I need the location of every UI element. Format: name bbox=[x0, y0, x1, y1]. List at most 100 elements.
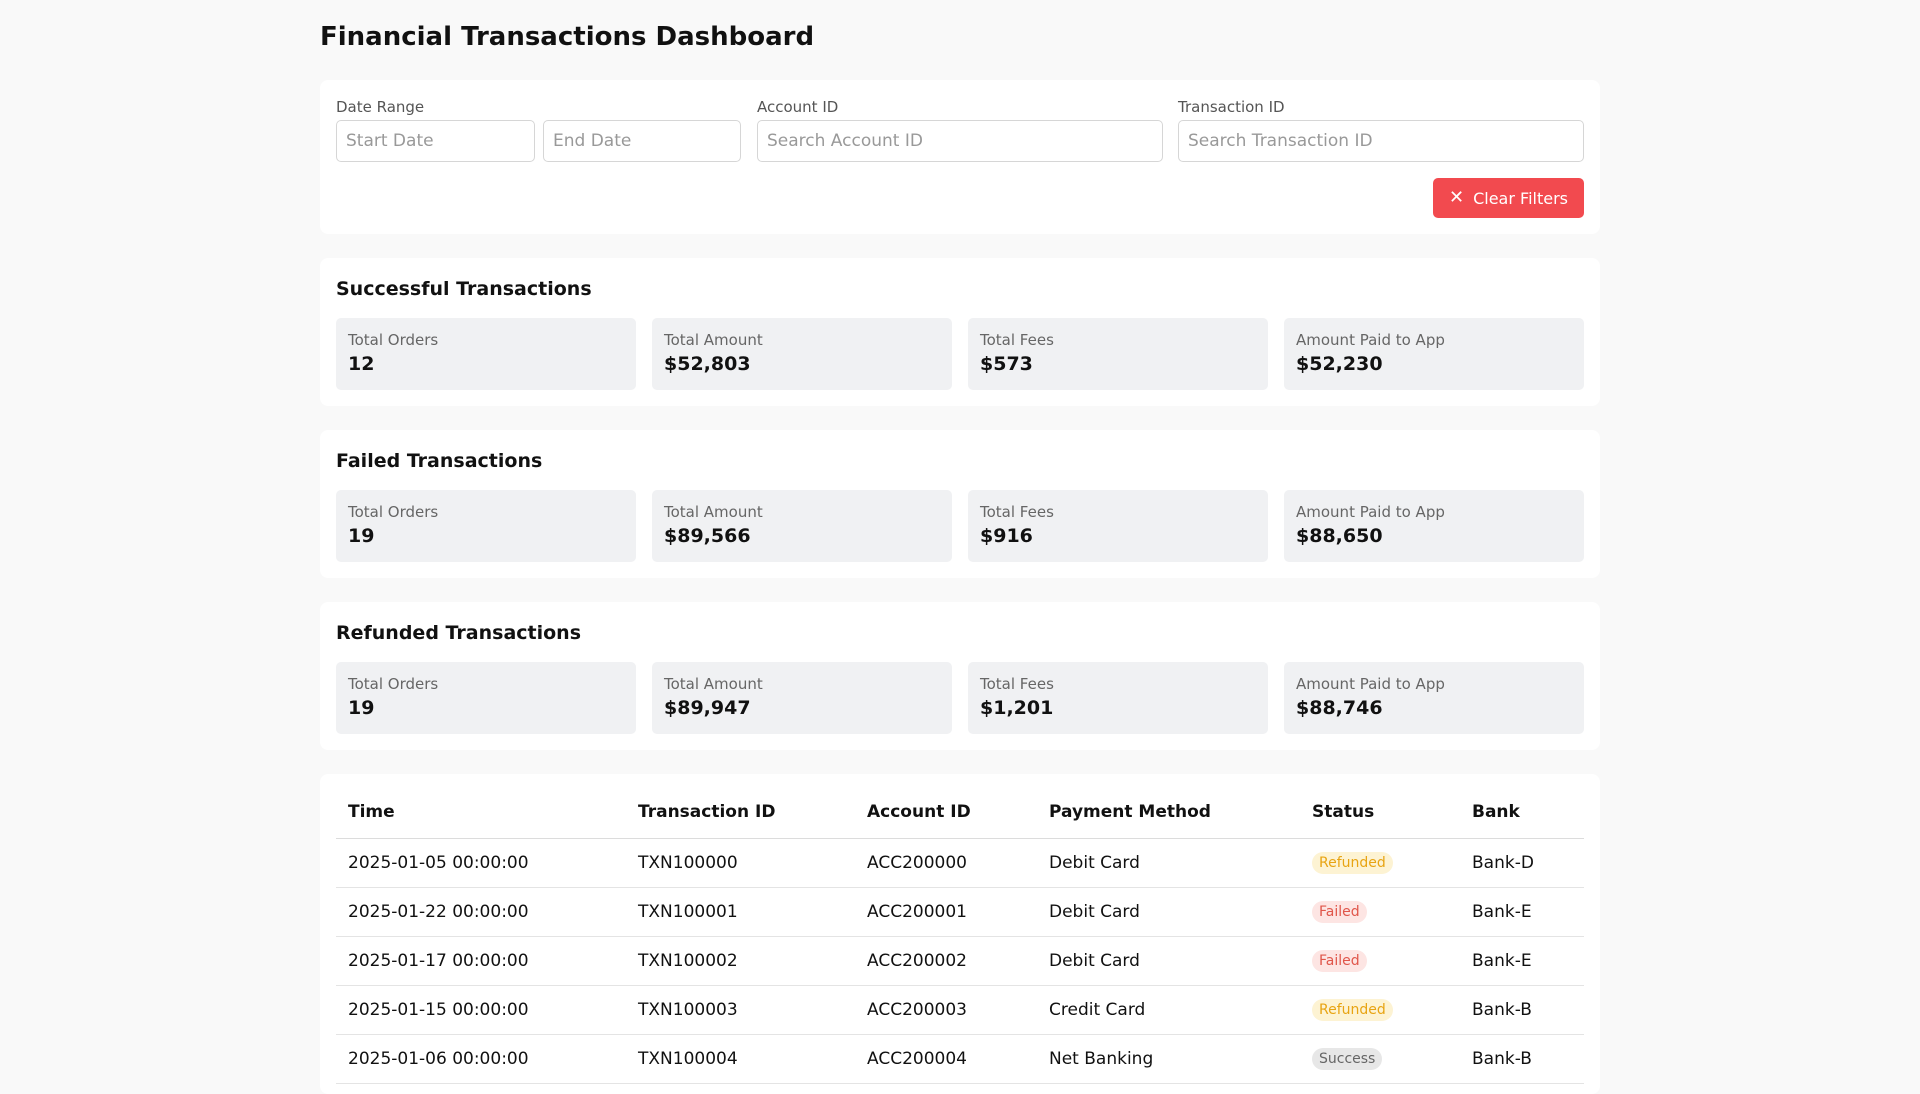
date-range-label: Date Range bbox=[336, 98, 425, 116]
transaction-id-label: Transaction ID bbox=[1178, 98, 1285, 116]
stat-label: Total Amount bbox=[664, 675, 763, 693]
table-cell: Bank-E bbox=[1460, 936, 1584, 986]
stat-label: Total Orders bbox=[348, 503, 439, 521]
stat-value: $573 bbox=[980, 353, 1033, 375]
stat-label: Amount Paid to App bbox=[1296, 503, 1445, 521]
table-cell: Net Banking bbox=[1037, 1034, 1300, 1084]
table-row[interactable]: 2025-01-05 00:00:00 TXN100000 ACC200000 Deb… bbox=[336, 838, 1584, 888]
table-cell: Failed bbox=[1300, 887, 1460, 937]
table-cell: Failed bbox=[1300, 936, 1460, 986]
stat-card: Amount Paid to App $88,650 bbox=[1284, 490, 1584, 562]
table-cell: TXN100003 bbox=[626, 985, 855, 1035]
table-cell: Debit Card bbox=[1037, 838, 1300, 888]
table-header-row: Time Transaction ID Account ID Payment Meth… bbox=[336, 786, 1584, 839]
table-cell: ACC200002 bbox=[855, 936, 1037, 986]
page-title: Financial Transactions Dashboard bbox=[320, 22, 815, 52]
table-cell: ACC200001 bbox=[855, 887, 1037, 937]
stat-label: Total Amount bbox=[664, 331, 763, 349]
column-header[interactable]: Account ID bbox=[855, 786, 1037, 839]
account-id-search-input[interactable] bbox=[757, 120, 1163, 162]
stat-row: Total Orders 12 Total Amount $52,803 Total F… bbox=[336, 318, 1584, 390]
stat-card: Total Amount $52,803 bbox=[652, 318, 952, 390]
table-cell: 2025-01-15 00:00:00 bbox=[336, 985, 626, 1035]
table-cell: Refunded bbox=[1300, 838, 1460, 888]
clear-filters-button[interactable]: ✕ Clear Filters bbox=[1433, 178, 1584, 218]
table-cell: TXN100001 bbox=[626, 887, 855, 937]
refunded-transactions-section: Refunded Transactions Total Orders 19 Total… bbox=[320, 602, 1600, 750]
table-cell: 2025-01-17 00:00:00 bbox=[336, 936, 626, 986]
stat-card: Total Amount $89,566 bbox=[652, 490, 952, 562]
status-badge: Refunded bbox=[1312, 851, 1393, 874]
column-header[interactable]: Bank bbox=[1460, 786, 1584, 839]
table-cell: Credit Card bbox=[1037, 985, 1300, 1035]
stat-value: $88,746 bbox=[1296, 697, 1383, 719]
section-title: Successful Transactions bbox=[336, 278, 592, 300]
table-cell: TXN100002 bbox=[626, 936, 855, 986]
stat-label: Total Fees bbox=[980, 331, 1054, 349]
stat-value: 19 bbox=[348, 697, 375, 719]
stat-value: $916 bbox=[980, 525, 1033, 547]
table-cell: Refunded bbox=[1300, 985, 1460, 1035]
table-cell: Debit Card bbox=[1037, 887, 1300, 937]
status-badge: Refunded bbox=[1312, 998, 1393, 1021]
column-header[interactable]: Time bbox=[336, 786, 626, 839]
stat-value: $88,650 bbox=[1296, 525, 1383, 547]
close-icon: ✕ bbox=[1449, 187, 1465, 208]
stat-label: Total Orders bbox=[348, 331, 439, 349]
section-title: Failed Transactions bbox=[336, 450, 543, 472]
table-cell: Bank-D bbox=[1460, 838, 1584, 888]
status-badge: Success bbox=[1312, 1047, 1383, 1070]
stat-value: $89,566 bbox=[664, 525, 751, 547]
stat-card: Amount Paid to App $52,230 bbox=[1284, 318, 1584, 390]
table-row[interactable]: 2025-01-17 00:00:00 TXN100002 ACC200002 Deb… bbox=[336, 936, 1584, 986]
status-badge: Failed bbox=[1312, 949, 1367, 972]
stat-label: Total Orders bbox=[348, 675, 439, 693]
account-id-label: Account ID bbox=[757, 98, 839, 116]
table-cell: Debit Card bbox=[1037, 936, 1300, 986]
clear-filters-label: Clear Filters bbox=[1473, 188, 1568, 208]
stat-label: Amount Paid to App bbox=[1296, 331, 1445, 349]
table-row[interactable]: 2025-01-15 00:00:00 TXN100003 ACC200003 Cre… bbox=[336, 985, 1584, 1035]
stat-card: Total Orders 19 bbox=[336, 662, 636, 734]
status-badge: Failed bbox=[1312, 900, 1367, 923]
column-header[interactable]: Status bbox=[1300, 786, 1460, 839]
stat-card: Amount Paid to App $88,746 bbox=[1284, 662, 1584, 734]
stat-card: Total Orders 12 bbox=[336, 318, 636, 390]
stat-value: $89,947 bbox=[664, 697, 751, 719]
transaction-id-search-input[interactable] bbox=[1178, 120, 1584, 162]
stat-label: Total Fees bbox=[980, 503, 1054, 521]
table-cell: 2025-01-05 00:00:00 bbox=[336, 838, 626, 888]
successful-transactions-section: Successful Transactions Total Orders 12 Tot… bbox=[320, 258, 1600, 406]
stat-label: Total Fees bbox=[980, 675, 1054, 693]
stat-row: Total Orders 19 Total Amount $89,566 Total F… bbox=[336, 490, 1584, 562]
stat-card: Total Orders 19 bbox=[336, 490, 636, 562]
table-cell: TXN100000 bbox=[626, 838, 855, 888]
start-date-input[interactable] bbox=[336, 120, 535, 162]
stat-row: Total Orders 19 Total Amount $89,947 Total F… bbox=[336, 662, 1584, 734]
table-cell: 2025-01-06 00:00:00 bbox=[336, 1034, 626, 1084]
table-cell: Bank-B bbox=[1460, 1034, 1584, 1084]
table-cell: Success bbox=[1300, 1034, 1460, 1084]
table-cell: TXN100004 bbox=[626, 1034, 855, 1084]
stat-label: Total Amount bbox=[664, 503, 763, 521]
table-cell: ACC200000 bbox=[855, 838, 1037, 888]
column-header[interactable]: Payment Method bbox=[1037, 786, 1300, 839]
transactions-table: Time Transaction ID Account ID Payment Meth… bbox=[336, 786, 1584, 1084]
table-cell: Bank-E bbox=[1460, 887, 1584, 937]
failed-transactions-section: Failed Transactions Total Orders 19 Total A… bbox=[320, 430, 1600, 578]
stat-value: 12 bbox=[348, 353, 375, 375]
table-cell: 2025-01-22 00:00:00 bbox=[336, 887, 626, 937]
stat-value: 19 bbox=[348, 525, 375, 547]
stat-card: Total Fees $916 bbox=[968, 490, 1268, 562]
filters-panel: Date Range Account ID Transaction ID ✕ C… bbox=[320, 80, 1600, 234]
table-row[interactable]: 2025-01-06 00:00:00 TXN100004 ACC200004 Net… bbox=[336, 1034, 1584, 1084]
end-date-input[interactable] bbox=[543, 120, 741, 162]
stat-label: Amount Paid to App bbox=[1296, 675, 1445, 693]
table-row[interactable]: 2025-01-22 00:00:00 TXN100001 ACC200001 Deb… bbox=[336, 887, 1584, 937]
stat-value: $52,230 bbox=[1296, 353, 1383, 375]
stat-value: $52,803 bbox=[664, 353, 751, 375]
stat-card: Total Fees $1,201 bbox=[968, 662, 1268, 734]
stat-value: $1,201 bbox=[980, 697, 1054, 719]
column-header[interactable]: Transaction ID bbox=[626, 786, 855, 839]
stat-card: Total Amount $89,947 bbox=[652, 662, 952, 734]
